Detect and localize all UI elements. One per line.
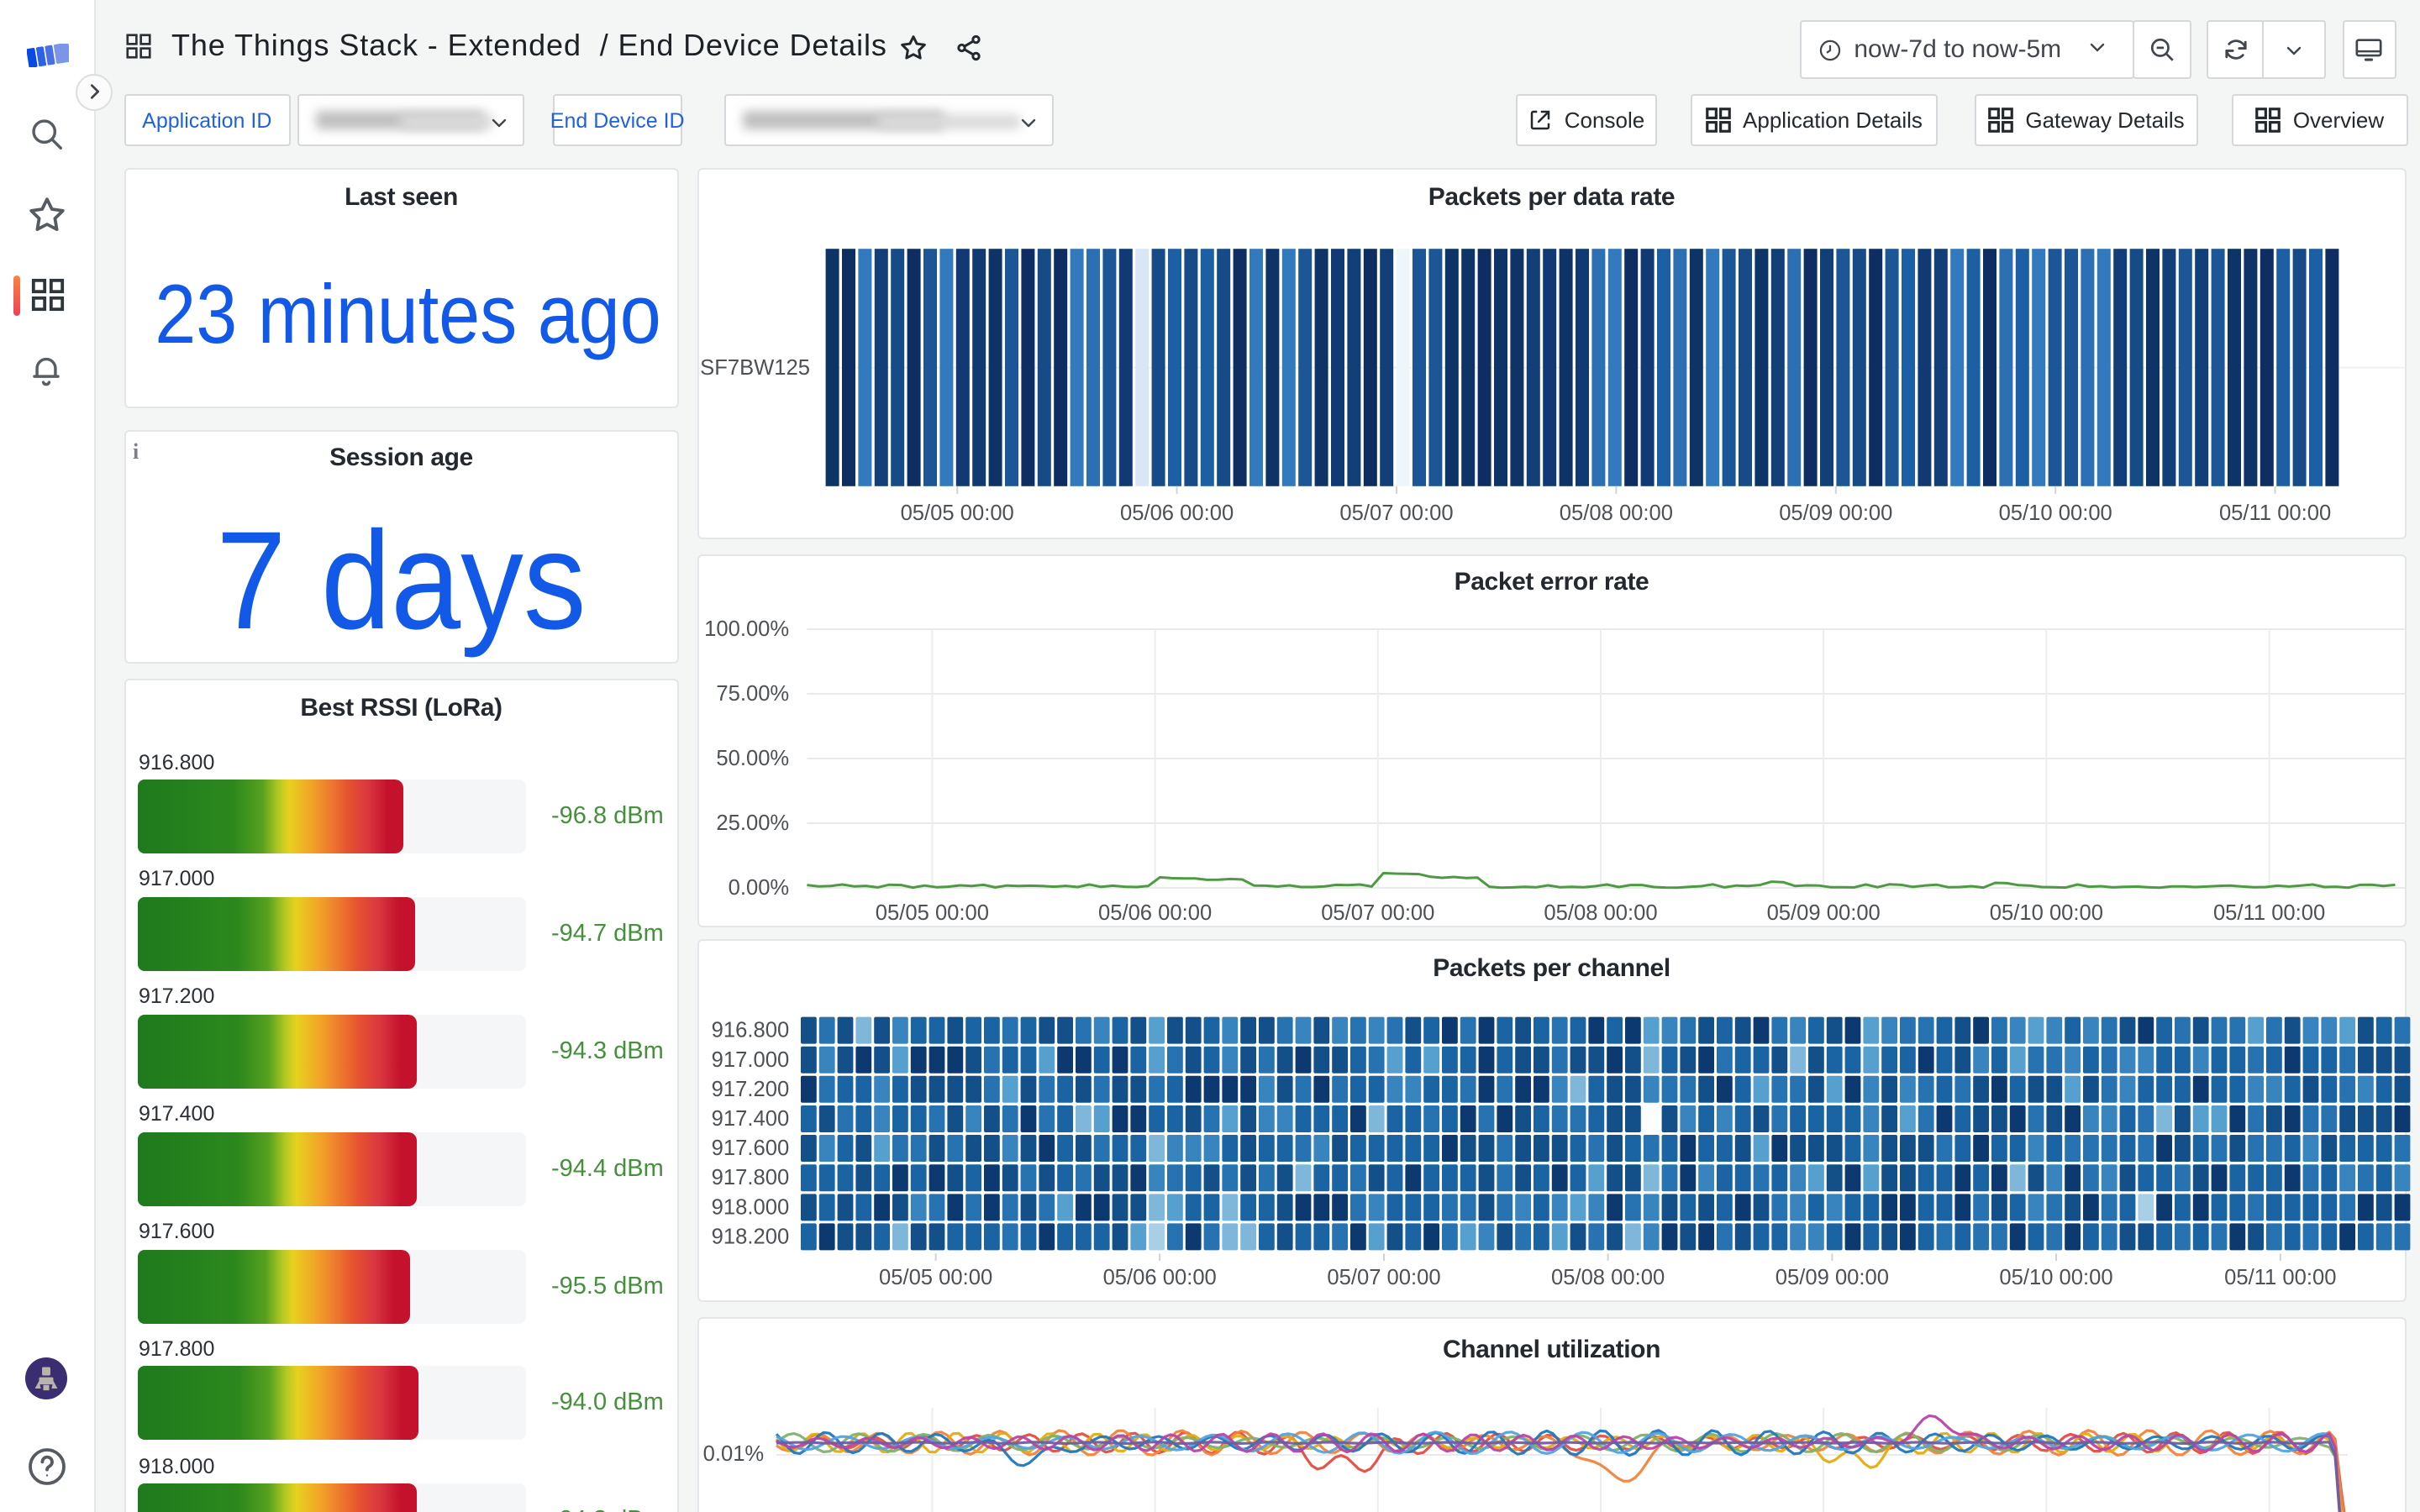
svg-text:918.200: 918.200 <box>712 1225 790 1248</box>
svg-text:100.00%: 100.00% <box>704 617 789 641</box>
svg-text:05/10 00:00: 05/10 00:00 <box>1999 501 2112 525</box>
svg-text:917.200: 917.200 <box>712 1078 790 1101</box>
svg-text:917.400: 917.400 <box>712 1107 790 1131</box>
svg-text:05/06 00:00: 05/06 00:00 <box>1120 501 1234 525</box>
svg-text:05/06 00:00: 05/06 00:00 <box>1098 901 1212 925</box>
svg-text:05/11 00:00: 05/11 00:00 <box>2219 501 2331 525</box>
svg-text:05/08 00:00: 05/08 00:00 <box>1560 501 1673 525</box>
svg-text:05/08 00:00: 05/08 00:00 <box>1551 1266 1665 1289</box>
svg-text:05/11 00:00: 05/11 00:00 <box>2224 1266 2336 1289</box>
svg-text:05/09 00:00: 05/09 00:00 <box>1779 501 1892 525</box>
svg-text:0.01%: 0.01% <box>703 1442 765 1466</box>
svg-text:05/07 00:00: 05/07 00:00 <box>1321 901 1434 925</box>
svg-text:75.00%: 75.00% <box>716 682 789 706</box>
svg-text:05/06 00:00: 05/06 00:00 <box>1103 1266 1217 1289</box>
svg-text:918.000: 918.000 <box>712 1195 790 1219</box>
svg-text:917.600: 917.600 <box>712 1137 790 1160</box>
svg-text:05/07 00:00: 05/07 00:00 <box>1327 1266 1440 1289</box>
svg-text:05/09 00:00: 05/09 00:00 <box>1776 1266 1889 1289</box>
svg-text:05/10 00:00: 05/10 00:00 <box>1990 901 2103 925</box>
svg-text:05/09 00:00: 05/09 00:00 <box>1767 901 1881 925</box>
svg-text:50.00%: 50.00% <box>716 747 789 770</box>
svg-text:917.800: 917.800 <box>712 1166 790 1189</box>
svg-text:SF7BW125: SF7BW125 <box>700 356 810 380</box>
svg-text:05/08 00:00: 05/08 00:00 <box>1544 901 1657 925</box>
svg-text:916.800: 916.800 <box>712 1019 790 1042</box>
svg-text:05/05 00:00: 05/05 00:00 <box>879 1266 992 1289</box>
svg-text:05/11 00:00: 05/11 00:00 <box>2213 901 2325 925</box>
svg-text:05/10 00:00: 05/10 00:00 <box>1999 1266 2112 1289</box>
svg-text:05/07 00:00: 05/07 00:00 <box>1339 501 1453 525</box>
svg-text:25.00%: 25.00% <box>716 811 789 835</box>
svg-text:05/05 00:00: 05/05 00:00 <box>901 501 1014 525</box>
svg-text:917.000: 917.000 <box>712 1048 790 1072</box>
svg-text:05/05 00:00: 05/05 00:00 <box>876 901 989 925</box>
svg-text:0.00%: 0.00% <box>729 876 790 900</box>
